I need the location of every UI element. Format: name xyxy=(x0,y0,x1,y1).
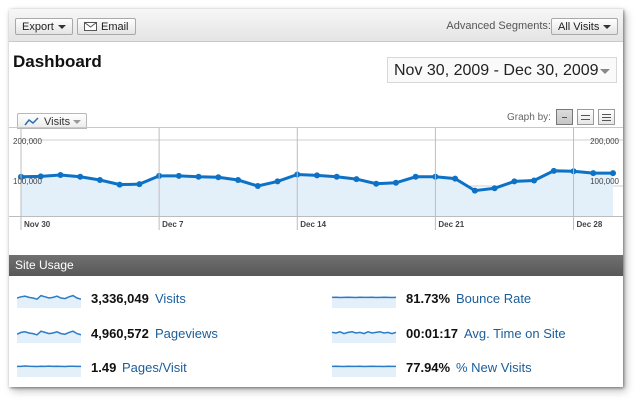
segments-value: All Visits xyxy=(558,21,600,33)
sparkline-line xyxy=(332,331,396,335)
data-point xyxy=(471,187,478,194)
usage-link[interactable]: Pageviews xyxy=(155,326,218,341)
sparkline-area xyxy=(17,366,81,377)
usage-value: 81.73% xyxy=(406,291,451,306)
page-title: Dashboard xyxy=(13,52,102,71)
usage-metric: 1.49 Pages/Visit xyxy=(17,359,307,377)
x-tick-label: Dec 28 xyxy=(577,220,603,229)
x-tick-label: Nov 30 xyxy=(24,220,51,229)
data-point xyxy=(254,183,261,189)
data-point xyxy=(175,172,182,179)
envelope-icon xyxy=(84,22,97,31)
data-point xyxy=(550,167,557,174)
graph-by-label: Graph by: xyxy=(507,112,551,123)
usage-metric: 77.94% % New Visits xyxy=(332,359,622,377)
email-button[interactable]: Email xyxy=(77,18,136,35)
segments-dropdown[interactable]: All Visits xyxy=(551,18,619,35)
dashboard-panel: Export Email Advanced Segments: All Visi… xyxy=(9,9,623,387)
date-range-picker[interactable]: Nov 30, 2009 - Dec 30, 2009 xyxy=(387,57,617,83)
data-point xyxy=(511,178,518,185)
data-point xyxy=(353,176,360,183)
visits-chart: Nov 30 Dec 7 Dec 14 Dec 21 Dec 28 200,000 200,… xyxy=(9,127,623,234)
usage-value: 3,336,049 xyxy=(91,291,149,306)
data-point xyxy=(452,175,459,182)
data-point xyxy=(392,179,399,186)
data-point xyxy=(610,170,616,177)
data-point xyxy=(373,180,380,187)
chevron-down-icon xyxy=(600,69,610,74)
usage-value: 1.49 xyxy=(91,360,117,375)
y-tick-label: 100,000 xyxy=(590,177,619,186)
sparkline-icon xyxy=(332,365,396,377)
chevron-down-icon xyxy=(57,25,66,30)
export-button[interactable]: Export xyxy=(15,18,73,35)
graph-by-day-button[interactable] xyxy=(556,109,573,125)
data-point xyxy=(491,185,498,192)
export-label: Export xyxy=(22,21,54,33)
date-range-text: Nov 30, 2009 - Dec 30, 2009 xyxy=(394,62,599,79)
x-tick-label: Dec 21 xyxy=(438,220,464,229)
sparkline-icon xyxy=(17,365,81,377)
usage-metric: 3,336,049 Visits xyxy=(17,290,307,308)
data-point xyxy=(37,173,44,180)
y-tick-label: 100,000 xyxy=(13,177,42,186)
usage-metric: 00:01:17 Avg. Time on Site xyxy=(332,325,622,343)
data-point xyxy=(314,172,320,179)
series-area xyxy=(21,170,613,216)
x-tick-label: Dec 14 xyxy=(300,220,326,229)
sparkline-icon xyxy=(332,296,396,308)
chevron-down-icon xyxy=(73,120,82,125)
usage-link[interactable]: Avg. Time on Site xyxy=(464,326,566,341)
chevron-down-icon xyxy=(603,25,612,30)
y-tick-label: 200,000 xyxy=(13,137,42,146)
sparkline-line xyxy=(17,330,81,336)
email-label: Email xyxy=(101,21,129,33)
data-point xyxy=(215,174,222,181)
data-point xyxy=(195,173,202,180)
usage-link[interactable]: Pages/Visit xyxy=(122,360,187,375)
data-point xyxy=(77,173,84,180)
usage-metric: 4,960,572 Pageviews xyxy=(17,325,307,343)
usage-value: 4,960,572 xyxy=(91,326,149,341)
data-point xyxy=(412,173,419,180)
x-tick-label: Dec 7 xyxy=(162,220,184,229)
sparkline-icon xyxy=(332,331,396,343)
sparkline-icon xyxy=(17,294,81,308)
sparkline-icon xyxy=(17,330,81,343)
data-point xyxy=(96,177,103,184)
metric-label: Visits xyxy=(44,116,71,128)
data-point xyxy=(531,177,538,184)
site-usage-header: Site Usage xyxy=(9,255,623,276)
data-point xyxy=(116,181,123,188)
data-point xyxy=(57,171,64,178)
data-point xyxy=(235,177,242,184)
usage-value: 77.94% xyxy=(406,360,451,375)
usage-link[interactable]: % New Visits xyxy=(456,360,532,375)
sparkline-area xyxy=(332,331,396,343)
usage-link[interactable]: Visits xyxy=(155,291,186,306)
data-point xyxy=(333,173,340,180)
usage-link[interactable]: Bounce Rate xyxy=(456,291,532,306)
usage-value: 00:01:17 xyxy=(406,326,459,341)
sparkline-area xyxy=(332,297,396,308)
graph-by-week-button[interactable] xyxy=(577,109,594,125)
toolbar: Export Email Advanced Segments: All Visi… xyxy=(9,9,623,42)
data-point xyxy=(590,170,597,177)
line-chart-icon xyxy=(24,117,39,126)
metric-selector[interactable]: Visits xyxy=(17,113,87,129)
sparkline-area xyxy=(332,366,396,377)
data-point xyxy=(274,178,281,185)
visits-line-chart: Nov 30 Dec 7 Dec 14 Dec 21 Dec 28 200,000 200,… xyxy=(9,128,623,230)
y-tick-label: 200,000 xyxy=(590,137,619,146)
sparkline-line xyxy=(17,294,81,301)
graph-by-month-button[interactable] xyxy=(598,109,615,125)
advanced-segments-label: Advanced Segments: xyxy=(446,20,551,32)
data-point xyxy=(136,181,143,188)
usage-metric: 81.73% Bounce Rate xyxy=(332,290,622,308)
